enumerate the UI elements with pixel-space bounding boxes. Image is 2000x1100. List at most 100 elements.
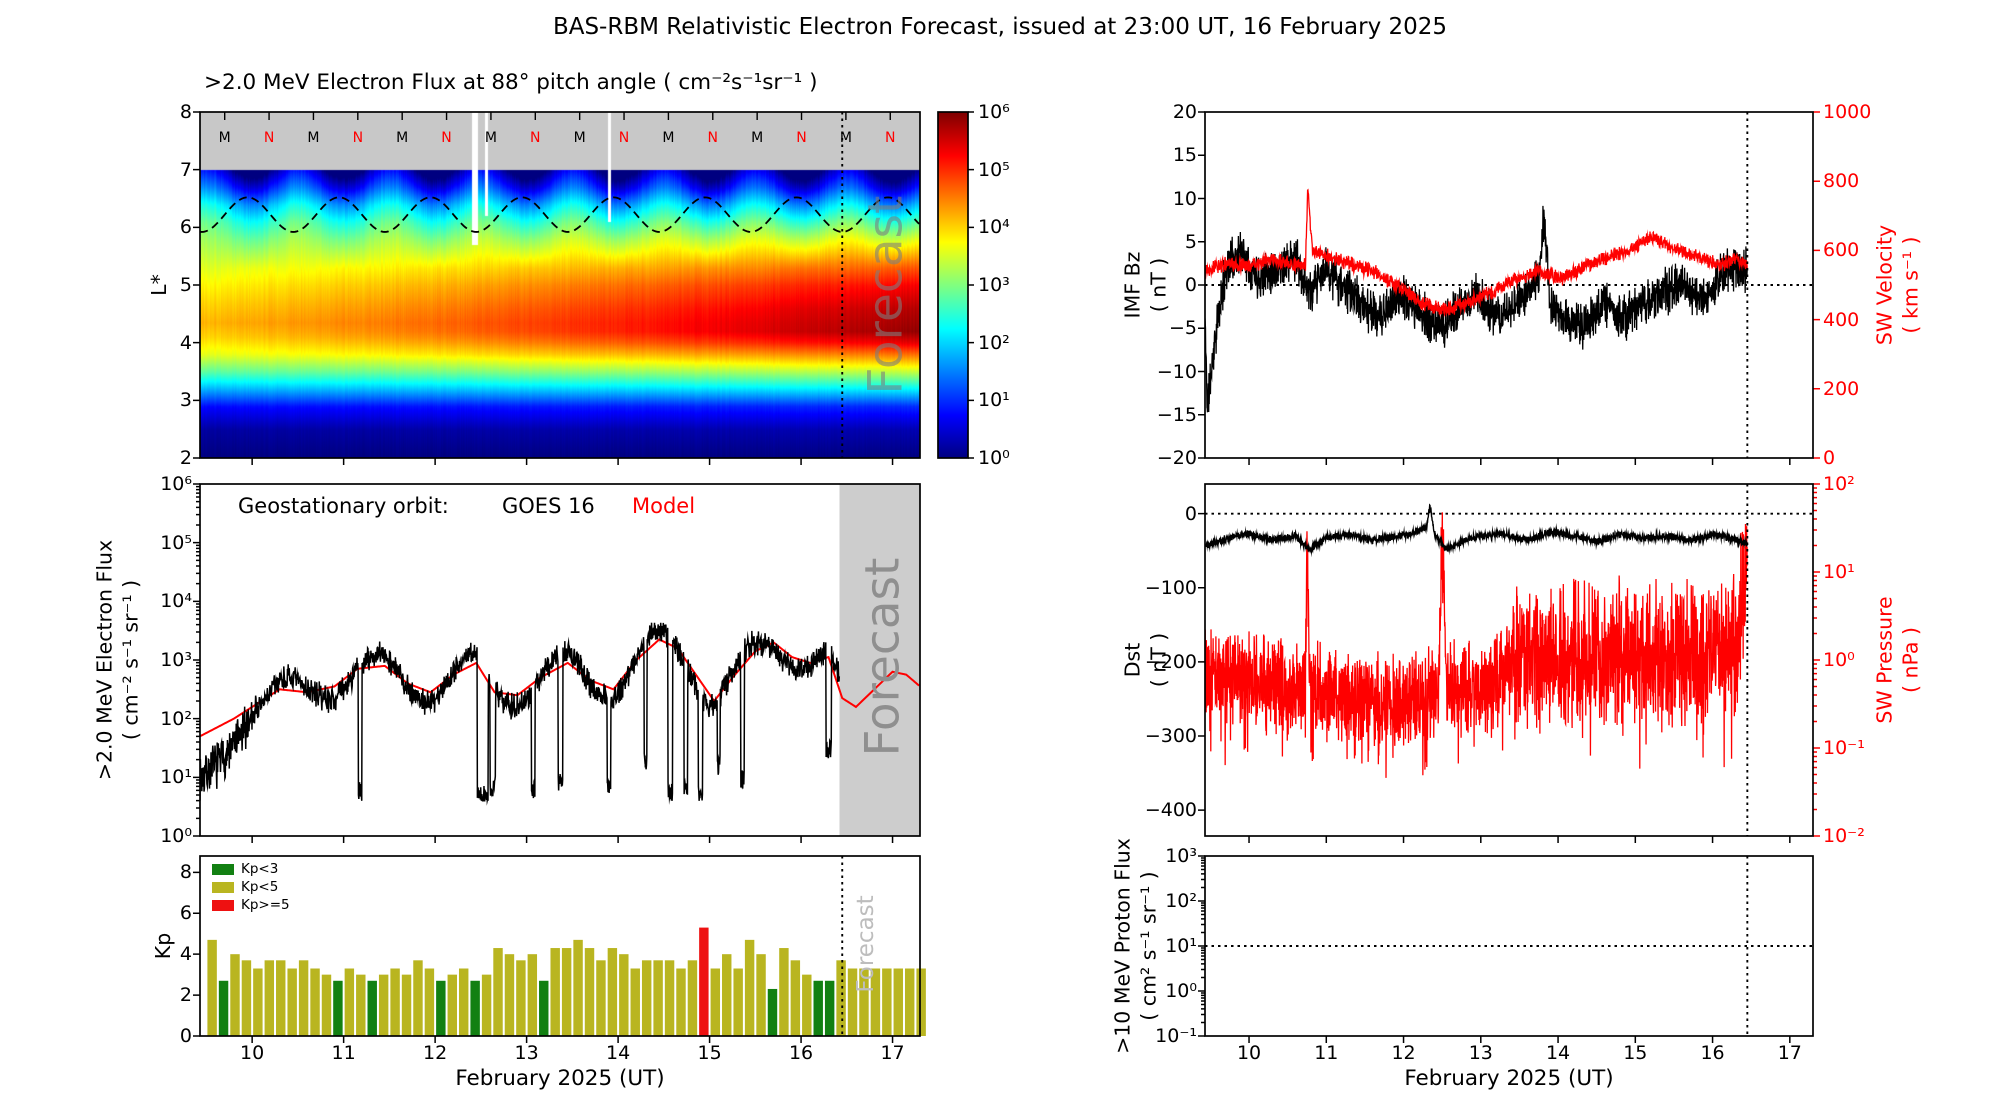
x-tick-label: 16 — [788, 1042, 814, 1064]
tick-label: 10² — [1823, 473, 1855, 495]
forecast-watermark-flux: Forecast — [855, 557, 911, 757]
tick-label: 0 — [1184, 502, 1197, 525]
tick-label: 10³ — [160, 649, 192, 671]
tick-label: 10⁴ — [160, 590, 192, 613]
tick-label: 0 — [179, 1025, 192, 1047]
kp-legend-swatch — [212, 881, 234, 893]
kp-canvas — [186, 842, 934, 1050]
tick-label: 400 — [1823, 308, 1860, 331]
figure-title: BAS-RBM Relativistic Electron Forecast, … — [552, 14, 1448, 40]
flux-legend-model: Model — [632, 494, 696, 518]
x-tick-label: 13 — [514, 1042, 539, 1064]
tick-label: 10³ — [1165, 845, 1197, 867]
kp-legend-item: Kp>=5 — [212, 896, 290, 914]
proton-flux-canvas — [1191, 842, 1827, 1050]
colorbar-tick-label: 10² — [978, 331, 1010, 354]
satellite-marker-label: N — [618, 130, 630, 146]
x-tick-label: 17 — [880, 1042, 905, 1064]
tick-label: 10² — [1165, 890, 1197, 912]
tick-label: 10⁶ — [160, 473, 192, 495]
colorbar-tick-label: 10⁴ — [978, 216, 1010, 239]
satellite-marker-label: M — [218, 130, 231, 146]
tick-label: 0 — [1184, 274, 1197, 296]
kp-legend-item: Kp<5 — [212, 878, 290, 896]
x-tick-label: 12 — [423, 1042, 448, 1064]
sw-velocity-axis-label: SW Velocity( km s⁻¹ ) — [1872, 224, 1922, 346]
tick-label: 200 — [1823, 377, 1860, 400]
satellite-marker-label: N — [885, 130, 896, 146]
x-tick-label: 13 — [1468, 1042, 1493, 1064]
tick-label: 10⁰ — [160, 825, 192, 847]
x-axis-label-left: February 2025 (UT) — [455, 1066, 665, 1091]
x-tick-label: 15 — [1623, 1042, 1648, 1064]
tick-label: 5 — [179, 274, 192, 296]
electron-flux-canvas — [186, 470, 934, 850]
tick-label: 3 — [179, 389, 192, 412]
kp-legend-label: Kp<3 — [241, 861, 279, 877]
heatmap-title: >2.0 MeV Electron Flux at 88° pitch angl… — [204, 70, 818, 95]
kp-legend-item: Kp<3 — [212, 860, 290, 878]
tick-label: −20 — [1156, 447, 1197, 469]
tick-label: 8 — [179, 101, 192, 123]
x-tick-label: 11 — [1314, 1042, 1339, 1064]
tick-label: 4 — [179, 331, 192, 354]
tick-label: 10¹ — [1165, 935, 1197, 957]
tick-label: 0 — [1823, 447, 1836, 469]
kp-legend-swatch — [212, 863, 234, 875]
x-tick-label: 14 — [1545, 1042, 1571, 1064]
flux-legend-prefix: Geostationary orbit: — [238, 494, 449, 518]
tick-label: −300 — [1144, 724, 1197, 747]
sw-pressure-axis-label: SW Pressure( nPa ) — [1872, 596, 1922, 724]
x-tick-label: 10 — [1236, 1042, 1262, 1064]
x-tick-label: 11 — [331, 1042, 356, 1064]
tick-label: −10 — [1156, 360, 1197, 383]
satellite-marker-label: N — [263, 130, 275, 146]
tick-label: 10⁻¹ — [1823, 737, 1865, 759]
tick-label: 800 — [1823, 170, 1860, 193]
tick-label: 10⁻¹ — [1155, 1025, 1197, 1047]
tick-label: 6 — [179, 216, 192, 239]
tick-label: −5 — [1168, 317, 1197, 340]
colorbar-tick-label: 10⁶ — [978, 101, 1010, 123]
tick-label: −400 — [1144, 799, 1197, 822]
satellite-marker-label: M — [484, 130, 497, 146]
tick-label: 10¹ — [1823, 561, 1855, 583]
kp-legend-label: Kp>=5 — [241, 897, 290, 913]
tick-label: 10⁰ — [1823, 649, 1855, 671]
forecast-watermark-heatmap: Forecast — [858, 195, 914, 395]
kp-legend-label: Kp<5 — [241, 879, 279, 895]
colorbar-tick-label: 10⁰ — [978, 447, 1010, 469]
colorbar-canvas — [924, 98, 982, 472]
tick-label: −15 — [1156, 403, 1197, 426]
tick-label: 10² — [160, 707, 192, 730]
x-tick-label: 15 — [697, 1042, 722, 1064]
tick-label: 600 — [1823, 239, 1860, 262]
colorbar-tick-label: 10¹ — [978, 389, 1010, 412]
x-tick-label: 12 — [1391, 1042, 1416, 1064]
tick-label: 20 — [1172, 101, 1197, 123]
satellite-marker-label: M — [396, 130, 409, 146]
satellite-marker-label: M — [751, 130, 764, 146]
dst-canvas — [1191, 470, 1827, 850]
tick-label: 2 — [179, 447, 192, 469]
tick-label: 2 — [179, 984, 192, 1007]
satellite-marker-label: N — [352, 130, 364, 146]
satellite-marker-label: M — [662, 130, 675, 146]
tick-label: 7 — [179, 158, 192, 181]
forecast-watermark-kp: Forecast — [853, 895, 879, 993]
tick-label: 15 — [1172, 144, 1197, 167]
colorbar-tick-label: 10⁵ — [978, 158, 1010, 181]
imf-bz-canvas — [1191, 98, 1827, 472]
x-tick-label: 17 — [1777, 1042, 1802, 1064]
satellite-marker-label: N — [441, 130, 452, 146]
x-tick-label: 16 — [1700, 1042, 1725, 1064]
tick-label: 10⁻² — [1823, 825, 1865, 847]
satellite-marker-label: N — [530, 130, 541, 146]
kp-legend: Kp<3 Kp<5 Kp>=5 — [212, 860, 290, 914]
satellite-marker-label: M — [839, 130, 852, 146]
tick-label: 10⁰ — [1165, 980, 1197, 1002]
tick-label: 5 — [1184, 230, 1197, 253]
satellite-marker-label: M — [307, 130, 320, 146]
flux-legend-goes16: GOES 16 — [502, 494, 595, 518]
